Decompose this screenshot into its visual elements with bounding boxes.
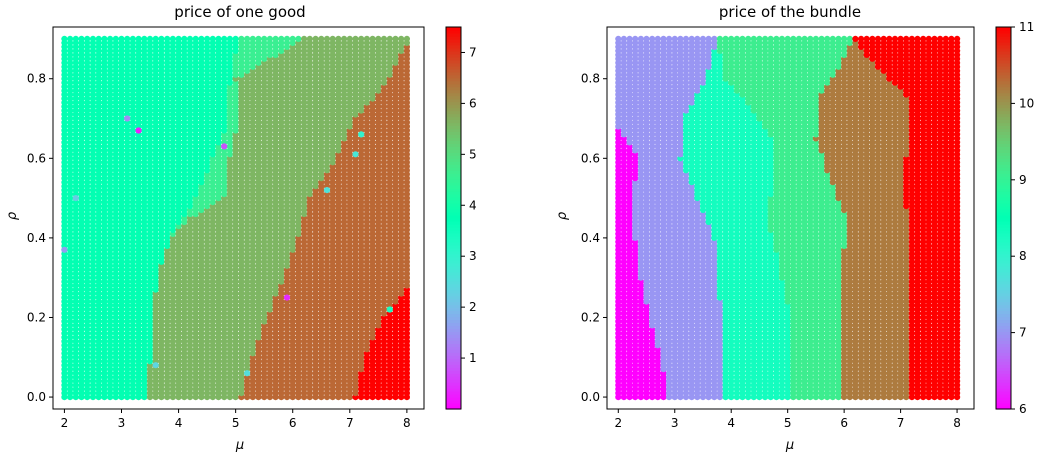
heatmap-point bbox=[152, 35, 159, 43]
heatmap-point bbox=[181, 35, 188, 43]
heatmap-point bbox=[95, 35, 102, 43]
heatmap-point bbox=[198, 35, 205, 43]
heatmap-point bbox=[329, 35, 336, 43]
heatmap-point bbox=[341, 35, 348, 43]
heatmap-point bbox=[192, 35, 199, 43]
heatmap-point bbox=[249, 35, 256, 43]
heatmap-point bbox=[306, 35, 313, 43]
heatmap-point bbox=[112, 35, 119, 43]
heatmap-point bbox=[146, 35, 154, 43]
heatmap-point bbox=[204, 35, 211, 43]
heatmap-point bbox=[272, 35, 279, 43]
heatmap-point bbox=[89, 35, 97, 43]
heatmap-point bbox=[72, 35, 79, 43]
heatmap-point bbox=[101, 35, 108, 43]
heatmap-point bbox=[175, 35, 182, 43]
heatmap-points bbox=[61, 35, 410, 401]
heatmap-point bbox=[335, 35, 342, 43]
heatmap-point bbox=[61, 35, 68, 43]
heatmap-point bbox=[118, 35, 125, 43]
heatmap-point bbox=[358, 35, 365, 43]
heatmap-point bbox=[346, 35, 353, 43]
heatmap-point bbox=[261, 35, 268, 43]
heatmap-point bbox=[129, 35, 136, 43]
chart-title: price of one good bbox=[174, 3, 305, 21]
heatmap-point bbox=[135, 35, 142, 43]
heatmap-point bbox=[266, 35, 273, 43]
heatmap-point bbox=[107, 35, 114, 43]
heatmap-point bbox=[323, 35, 331, 43]
heatmap-point bbox=[363, 35, 370, 43]
heatmap-point bbox=[244, 35, 251, 43]
heatmap-point bbox=[78, 35, 85, 43]
heatmap-point bbox=[141, 35, 148, 43]
heatmap-point bbox=[283, 35, 291, 43]
heatmap-point bbox=[226, 35, 233, 43]
heatmap-point bbox=[221, 35, 228, 43]
heatmap-point bbox=[301, 35, 308, 43]
heatmap-point bbox=[255, 35, 262, 43]
heatmap-point bbox=[295, 35, 302, 43]
heatmap-point bbox=[215, 35, 222, 43]
heatmap-point bbox=[186, 35, 194, 43]
heatmap-point bbox=[158, 35, 165, 43]
heatmap-point bbox=[164, 35, 171, 43]
heatmap-point bbox=[124, 35, 131, 43]
heatmap-point bbox=[169, 35, 176, 43]
heatmap-point bbox=[84, 35, 91, 43]
heatmap-point bbox=[312, 35, 319, 43]
heatmap-point bbox=[352, 35, 359, 43]
heatmap-point bbox=[67, 35, 74, 43]
heatmap-point bbox=[318, 35, 325, 43]
heatmap-point bbox=[238, 35, 245, 43]
heatmap-point bbox=[209, 35, 216, 43]
heatmap-point bbox=[289, 35, 296, 43]
heatmap-point bbox=[232, 35, 239, 43]
heatmap-point bbox=[278, 35, 285, 43]
